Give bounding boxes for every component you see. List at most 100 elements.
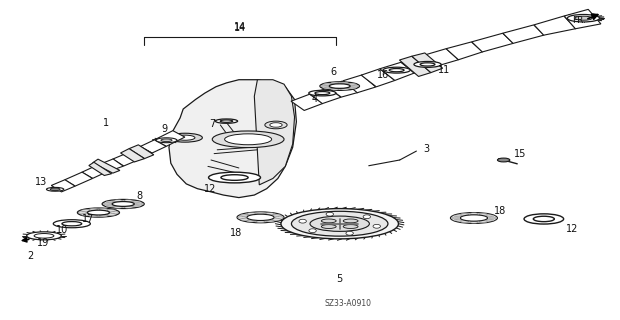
- Ellipse shape: [34, 234, 54, 238]
- Text: 7: 7: [209, 119, 215, 129]
- Text: 9: 9: [162, 124, 167, 134]
- Ellipse shape: [470, 221, 478, 223]
- Polygon shape: [126, 147, 152, 160]
- Ellipse shape: [168, 133, 202, 142]
- Polygon shape: [446, 42, 482, 60]
- Polygon shape: [154, 131, 185, 146]
- Ellipse shape: [272, 219, 281, 220]
- Ellipse shape: [224, 134, 272, 145]
- Ellipse shape: [247, 213, 255, 214]
- Ellipse shape: [221, 175, 248, 180]
- Ellipse shape: [351, 85, 359, 87]
- Text: 15: 15: [514, 148, 526, 159]
- Ellipse shape: [62, 221, 82, 226]
- Polygon shape: [120, 149, 144, 162]
- Polygon shape: [169, 80, 296, 197]
- Ellipse shape: [343, 219, 358, 223]
- Ellipse shape: [107, 201, 140, 207]
- Ellipse shape: [329, 84, 350, 88]
- Ellipse shape: [497, 158, 510, 162]
- Ellipse shape: [135, 203, 143, 205]
- Ellipse shape: [389, 68, 404, 72]
- Text: 11: 11: [438, 65, 450, 75]
- Polygon shape: [412, 53, 443, 73]
- Ellipse shape: [281, 209, 399, 239]
- Ellipse shape: [321, 219, 336, 223]
- Ellipse shape: [265, 121, 287, 129]
- Ellipse shape: [114, 200, 122, 202]
- Text: 19: 19: [37, 238, 49, 248]
- Ellipse shape: [220, 120, 232, 122]
- Ellipse shape: [315, 92, 330, 95]
- Ellipse shape: [324, 83, 355, 89]
- Ellipse shape: [78, 212, 87, 213]
- Ellipse shape: [237, 212, 284, 223]
- Ellipse shape: [241, 219, 249, 220]
- Ellipse shape: [132, 205, 140, 207]
- Ellipse shape: [309, 90, 336, 96]
- Ellipse shape: [340, 82, 348, 84]
- Circle shape: [363, 215, 371, 219]
- Ellipse shape: [238, 216, 246, 218]
- Ellipse shape: [81, 214, 89, 216]
- Ellipse shape: [156, 138, 177, 143]
- Polygon shape: [343, 75, 376, 93]
- Ellipse shape: [275, 216, 283, 218]
- Ellipse shape: [348, 83, 356, 85]
- Text: 2: 2: [27, 251, 33, 260]
- Ellipse shape: [53, 220, 91, 228]
- Polygon shape: [64, 172, 92, 186]
- Polygon shape: [93, 159, 120, 173]
- Text: 18: 18: [229, 228, 242, 238]
- Ellipse shape: [112, 202, 135, 206]
- Ellipse shape: [455, 214, 492, 222]
- Ellipse shape: [320, 82, 360, 90]
- Ellipse shape: [46, 188, 64, 191]
- Ellipse shape: [114, 206, 122, 208]
- Ellipse shape: [454, 215, 462, 217]
- Ellipse shape: [106, 205, 114, 207]
- Ellipse shape: [331, 88, 339, 90]
- Ellipse shape: [321, 85, 329, 87]
- Ellipse shape: [486, 219, 494, 221]
- Polygon shape: [310, 88, 341, 104]
- Circle shape: [309, 229, 316, 233]
- Ellipse shape: [461, 213, 469, 215]
- Polygon shape: [380, 62, 415, 80]
- Ellipse shape: [454, 219, 462, 221]
- Ellipse shape: [110, 212, 118, 213]
- Ellipse shape: [479, 213, 487, 215]
- Ellipse shape: [106, 201, 114, 203]
- Polygon shape: [254, 80, 294, 185]
- Ellipse shape: [247, 220, 255, 222]
- Ellipse shape: [331, 82, 339, 84]
- Text: SZ33-A0910: SZ33-A0910: [325, 299, 372, 308]
- Ellipse shape: [324, 83, 331, 85]
- Ellipse shape: [50, 188, 60, 191]
- Ellipse shape: [242, 213, 279, 222]
- Polygon shape: [113, 153, 137, 166]
- Polygon shape: [89, 162, 112, 175]
- Ellipse shape: [461, 221, 469, 223]
- Ellipse shape: [348, 87, 356, 89]
- Text: 10: 10: [56, 225, 69, 235]
- Ellipse shape: [81, 210, 89, 212]
- Text: 3: 3: [423, 144, 430, 154]
- Polygon shape: [51, 180, 75, 192]
- Ellipse shape: [241, 214, 249, 216]
- Ellipse shape: [175, 135, 195, 140]
- Ellipse shape: [208, 172, 260, 183]
- Text: 18: 18: [494, 206, 507, 216]
- Ellipse shape: [27, 232, 61, 240]
- Ellipse shape: [270, 123, 282, 127]
- Ellipse shape: [414, 61, 441, 68]
- Polygon shape: [82, 166, 105, 178]
- Polygon shape: [328, 81, 358, 97]
- Polygon shape: [425, 49, 458, 66]
- Ellipse shape: [460, 215, 487, 221]
- Ellipse shape: [78, 208, 120, 217]
- Ellipse shape: [420, 63, 435, 66]
- Polygon shape: [291, 94, 323, 110]
- Ellipse shape: [89, 215, 97, 217]
- Ellipse shape: [124, 206, 132, 208]
